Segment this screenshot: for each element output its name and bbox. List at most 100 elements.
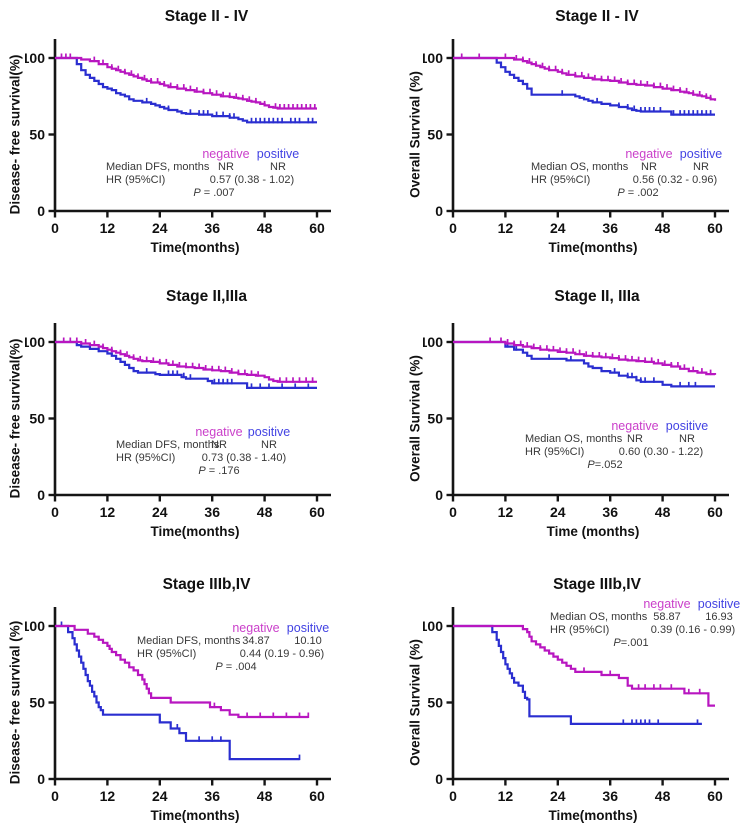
svg-text:48: 48 (257, 220, 273, 236)
median-positive-value: NR (693, 161, 709, 173)
legend-positive: positive (697, 597, 741, 611)
panel-title: Stage II,IIIa (166, 288, 247, 305)
svg-text:0: 0 (449, 220, 457, 236)
median-label: Median OS, months (531, 161, 629, 173)
km-plot: 0 50 100 0 12 24 36 48 60 (423, 323, 729, 520)
p-value: =.052 (594, 459, 623, 471)
median-positive-value: NR (679, 433, 695, 445)
legend-negative: negative (625, 147, 673, 161)
svg-text:0: 0 (435, 487, 443, 503)
hr-label: HR (95%CI) (550, 624, 610, 636)
svg-text:0: 0 (37, 203, 45, 219)
pvalue-row: P = .004 (137, 661, 334, 674)
svg-text:0: 0 (37, 771, 45, 787)
km-panel-os-stage-ii-iiia: Stage II, IIIa Overall Survival (%) 0 50 1… (373, 270, 747, 550)
svg-text:100: 100 (25, 334, 45, 350)
legend-negative: negative (195, 425, 243, 439)
svg-text:50: 50 (29, 127, 45, 143)
median-negative-value: 34.87 (242, 635, 270, 647)
pvalue-row: P=.052 (525, 459, 713, 472)
median-negative-value: NR (641, 161, 657, 173)
svg-text:50: 50 (427, 695, 443, 711)
median-row: Median DFS, months 34.87 10.10 (137, 635, 334, 648)
panel-title: Stage II, IIIa (554, 288, 640, 305)
p-label: P (193, 187, 201, 199)
x-axis-label: Time(months) (150, 808, 240, 823)
svg-text:24: 24 (550, 504, 566, 520)
svg-text:48: 48 (655, 788, 671, 804)
median-positive-value: 16.93 (705, 611, 733, 623)
svg-text:50: 50 (427, 411, 443, 427)
svg-text:60: 60 (309, 220, 325, 236)
km-panel-dfs-stage-ii-iv: Stage II - IV Disease- free survival(%) … (0, 0, 373, 270)
km-plot: 0 50 100 0 12 24 36 48 60 (423, 607, 729, 804)
y-axis-label: Overall Survival (%) (407, 639, 423, 766)
x-axis-label: Time (months) (546, 524, 640, 539)
svg-text:48: 48 (257, 788, 273, 804)
svg-text:36: 36 (204, 788, 220, 804)
y-axis-label: Overall Survival (%) (407, 355, 423, 482)
median-row: Median OS, months NR NR (525, 433, 713, 446)
legend: negative positive (106, 148, 304, 161)
median-negative-value: NR (218, 161, 234, 173)
svg-text:48: 48 (655, 220, 671, 236)
p-value: =.001 (620, 637, 649, 649)
svg-text:48: 48 (257, 504, 273, 520)
svg-text:36: 36 (602, 788, 618, 804)
svg-text:36: 36 (204, 504, 220, 520)
p-value: = .002 (627, 187, 659, 199)
svg-text:50: 50 (29, 695, 45, 711)
svg-text:24: 24 (152, 220, 168, 236)
p-value: = .176 (208, 465, 240, 477)
hr-value: 0.56 (0.32 - 0.96) (632, 174, 718, 186)
hr-row: HR (95%CI) 0.56 (0.32 - 0.96) (531, 174, 727, 187)
km-plot: 0 50 100 0 12 24 36 48 60 (25, 323, 331, 520)
svg-text:100: 100 (423, 618, 443, 634)
x-axis-label: Time(months) (548, 808, 638, 823)
km-plot: 0 50 100 0 12 24 36 48 60 (423, 39, 729, 236)
svg-text:100: 100 (423, 334, 443, 350)
median-row: Median OS, months 58.87 16.93 (550, 611, 745, 624)
p-value: = .004 (225, 661, 257, 673)
hr-label: HR (95%CI) (137, 648, 197, 660)
svg-text:12: 12 (498, 220, 514, 236)
legend-negative: negative (611, 419, 659, 433)
legend-negative: negative (202, 147, 250, 161)
p-label: P (198, 465, 206, 477)
km-panel-dfs-stage-ii-iiia: Stage II,IIIa Disease- free survival(%) … (0, 270, 373, 550)
median-positive-value: 10.10 (294, 635, 322, 647)
svg-text:60: 60 (309, 788, 325, 804)
legend-negative: negative (232, 621, 280, 635)
legend: negative positive (137, 622, 334, 635)
p-label: P (587, 459, 595, 471)
svg-text:48: 48 (655, 504, 671, 520)
median-positive-value: NR (270, 161, 286, 173)
legend-positive: positive (256, 147, 300, 161)
panel-title: Stage II - IV (555, 8, 639, 25)
panel-title: Stage IIIb,IV (162, 576, 251, 593)
p-label: P (617, 187, 625, 199)
svg-text:0: 0 (435, 203, 443, 219)
svg-text:60: 60 (707, 788, 723, 804)
hr-row: HR (95%CI) 0.39 (0.16 - 0.99) (550, 624, 745, 637)
median-negative-value: 58.87 (653, 611, 681, 623)
median-negative-value: NR (211, 439, 227, 451)
svg-text:100: 100 (25, 50, 45, 66)
stats-block: negative positive Median OS, months 58.8… (550, 598, 745, 650)
x-axis-label: Time(months) (150, 240, 240, 255)
svg-text:0: 0 (449, 788, 457, 804)
y-axis-label: Overall Survival (%) (407, 71, 423, 198)
hr-label: HR (95%CI) (106, 174, 166, 186)
stats-block: negative positive Median DFS, months 34.… (137, 622, 334, 674)
svg-text:50: 50 (29, 411, 45, 427)
svg-text:24: 24 (550, 220, 566, 236)
km-panel-os-stage-ii-iv: Stage II - IV Overall Survival (%) 0 50 10… (373, 0, 747, 270)
svg-text:12: 12 (100, 220, 116, 236)
hr-row: HR (95%CI) 0.57 (0.38 - 1.02) (106, 174, 304, 187)
pvalue-row: P = .002 (531, 187, 727, 200)
svg-text:60: 60 (707, 220, 723, 236)
km-panel-os-stage-iiib-iv: Stage IIIb,IV Overall Survival (%) 0 50 10… (373, 550, 747, 831)
hr-value: 0.73 (0.38 - 1.40) (201, 452, 287, 464)
svg-text:24: 24 (152, 788, 168, 804)
hr-value: 0.44 (0.19 - 0.96) (239, 648, 325, 660)
